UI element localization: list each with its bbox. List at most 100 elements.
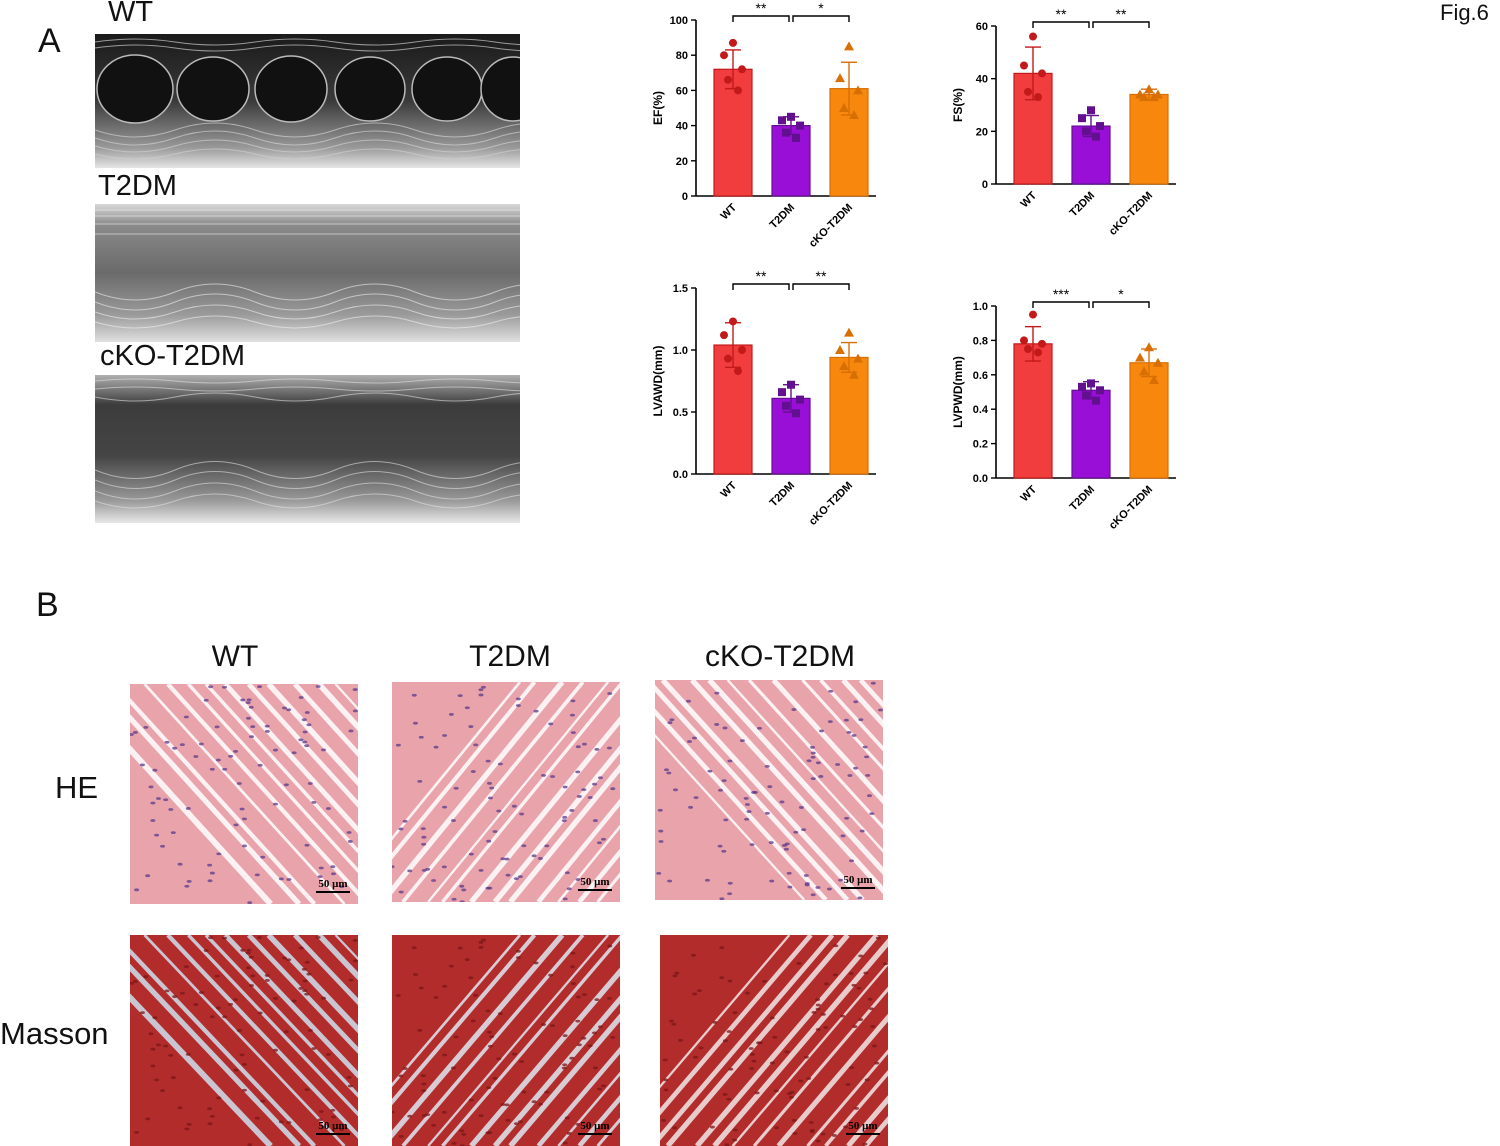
echo-label-t2dm: T2DM <box>98 170 177 202</box>
nucleus <box>544 844 550 848</box>
nucleus <box>302 979 308 983</box>
nucleus <box>216 852 222 856</box>
data-point <box>792 133 800 142</box>
data-point <box>1078 382 1086 391</box>
tissue-streak <box>401 935 585 1146</box>
nucleus <box>764 811 770 815</box>
nucleus <box>150 819 156 822</box>
nucleus <box>246 948 252 952</box>
data-point <box>1082 127 1090 136</box>
nucleus <box>570 982 576 985</box>
nucleus <box>464 706 470 710</box>
nucleus <box>669 1019 675 1023</box>
bar <box>1013 72 1053 185</box>
nucleus <box>352 688 358 691</box>
nucleus <box>848 972 854 975</box>
nucleus <box>810 777 816 780</box>
nucleus <box>207 1122 213 1126</box>
nucleus <box>844 816 850 820</box>
nucleus <box>160 844 166 848</box>
nucleus <box>468 976 474 980</box>
nucleus <box>478 946 484 949</box>
column-label-wt: WT <box>211 640 259 673</box>
tissue-texture: 50 μm <box>660 935 888 1146</box>
nucleus <box>301 718 307 722</box>
nucleus <box>781 844 787 847</box>
nucleus <box>247 1143 253 1146</box>
nucleus <box>486 1086 492 1090</box>
row-label-he: HE <box>55 770 99 805</box>
nucleus <box>819 729 825 733</box>
significance-bracket <box>792 283 850 290</box>
nucleus <box>130 733 134 736</box>
nucleus <box>815 886 821 889</box>
nucleus <box>318 1110 324 1113</box>
nucleus <box>451 1141 457 1145</box>
nucleus <box>845 1083 851 1086</box>
nucleus <box>442 1053 448 1057</box>
tissue-streak <box>469 967 620 1146</box>
significance-bracket <box>732 283 790 290</box>
nucleus <box>132 731 138 734</box>
nucleus <box>183 965 189 969</box>
nucleus <box>727 979 733 983</box>
nucleus <box>826 887 832 891</box>
data-point <box>844 327 854 337</box>
nucleus <box>478 868 484 872</box>
nucleus <box>421 868 427 872</box>
nucleus <box>209 1114 215 1118</box>
nucleus <box>260 1099 266 1103</box>
nucleus <box>291 751 297 755</box>
nucleus <box>325 807 331 810</box>
nucleus <box>756 726 762 730</box>
data-point <box>839 103 849 112</box>
nucleus <box>421 842 427 846</box>
nucleus <box>531 854 537 858</box>
nucleus <box>185 807 191 810</box>
tissue-streak <box>392 682 522 841</box>
nucleus <box>562 815 568 819</box>
nucleus <box>858 1018 864 1021</box>
tissue-streak <box>143 935 346 1146</box>
tissue-streak <box>577 1094 620 1146</box>
tissue-streak <box>392 935 522 1088</box>
nucleus <box>533 961 539 965</box>
nucleus <box>721 849 727 853</box>
nucleus <box>302 730 308 734</box>
nucleus <box>601 1084 607 1088</box>
nucleus <box>810 751 816 755</box>
nucleus <box>286 1121 292 1124</box>
tissue-streak <box>204 684 358 854</box>
nucleus <box>550 1024 556 1028</box>
nucleus <box>233 749 239 753</box>
nucleus <box>798 1079 804 1083</box>
nucleus <box>714 723 720 726</box>
x-tick-label: WT <box>719 201 740 222</box>
nucleus <box>193 755 199 758</box>
nucleus <box>862 745 868 749</box>
nucleus <box>693 796 699 800</box>
nucleus <box>257 1011 263 1015</box>
x-tick-label: cKO-T2DM <box>807 202 855 250</box>
nucleus <box>209 871 215 875</box>
nucleus <box>562 897 568 901</box>
nucleus <box>717 844 723 848</box>
nucleus <box>339 1128 345 1131</box>
nucleus <box>298 946 304 950</box>
nucleus <box>208 936 214 940</box>
nucleus <box>304 992 310 996</box>
data-point <box>835 73 845 83</box>
nucleus <box>719 897 725 900</box>
nucleus <box>596 841 602 845</box>
nucleus <box>260 855 266 859</box>
nucleus <box>150 1064 156 1068</box>
nucleus <box>504 857 510 861</box>
nucleus <box>833 944 839 948</box>
nucleus <box>272 996 278 1000</box>
tissue-streak <box>707 680 883 876</box>
nucleus <box>207 1107 213 1111</box>
tissue-streak <box>130 948 317 1146</box>
nucleus <box>806 759 812 763</box>
nucleus <box>183 715 189 719</box>
nucleus <box>222 767 228 771</box>
